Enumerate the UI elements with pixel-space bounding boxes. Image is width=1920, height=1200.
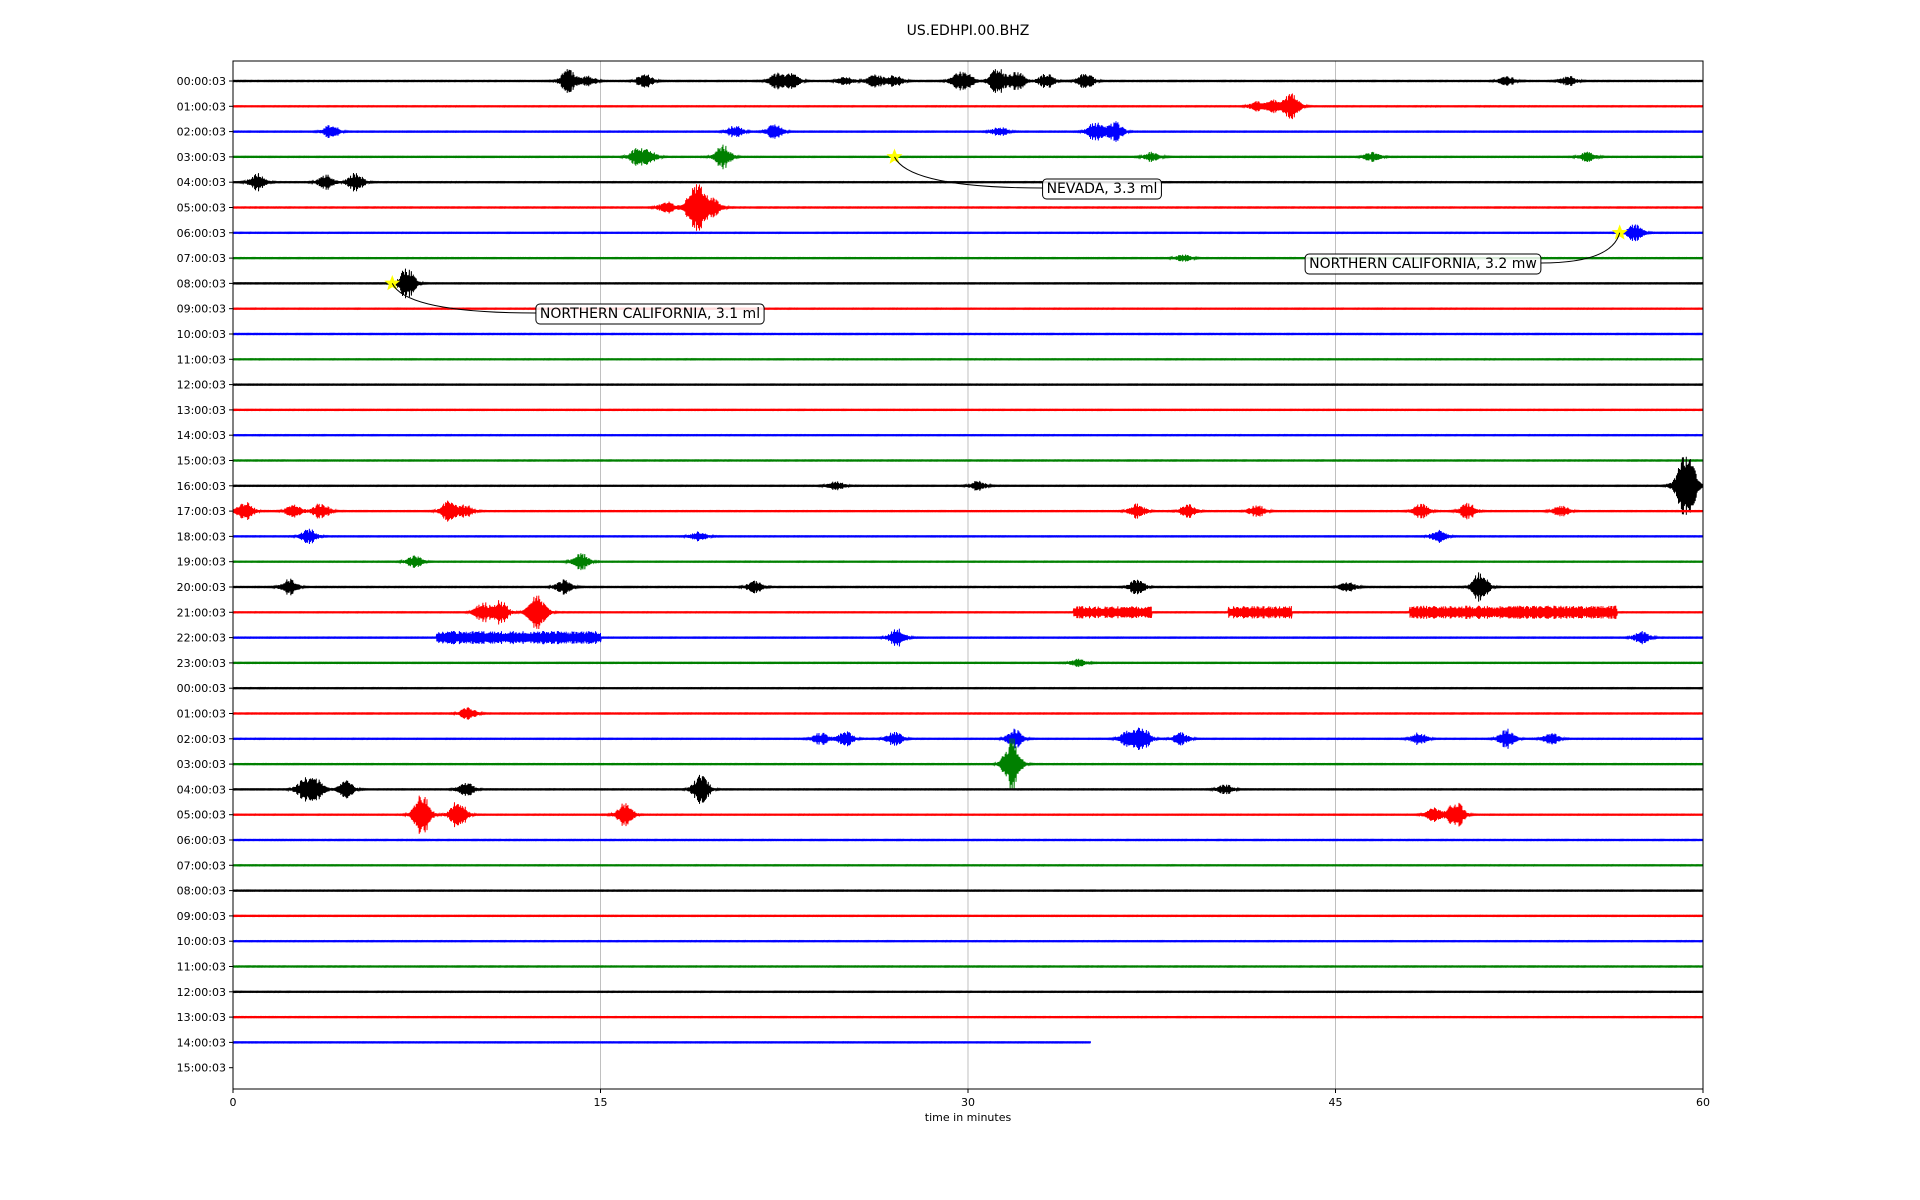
y-tick-label-30: 06:00:03 [177,834,226,847]
y-tick-label-32: 08:00:03 [177,885,226,898]
x-tick-label-60: 60 [1696,1096,1710,1109]
annotation-box-2 [535,303,765,325]
y-tick-label-15: 15:00:03 [177,455,226,468]
y-tick-label-14: 14:00:03 [177,429,226,442]
y-tick-label-2: 02:00:03 [177,126,226,139]
y-tick-label-16: 16:00:03 [177,480,226,493]
y-tick-label-38: 14:00:03 [177,1036,226,1049]
y-tick-label-18: 18:00:03 [177,530,226,543]
annotation-0: NEVADA, 3.3 ml [894,156,1162,200]
annotation-label-2: NORTHERN CALIFORNIA, 3.1 ml [540,306,760,322]
x-tick-label-0: 0 [230,1096,237,1109]
annotation-label-1: NORTHERN CALIFORNIA, 3.2 mw [1309,256,1537,272]
x-tick-label-45: 45 [1329,1096,1343,1109]
chart-title: US.EDHPI.00.BHZ [907,23,1030,39]
y-tick-label-11: 11:00:03 [177,353,226,366]
y-tick-label-28: 04:00:03 [177,783,226,796]
y-tick-label-33: 09:00:03 [177,910,226,923]
y-tick-label-31: 07:00:03 [177,859,226,872]
y-tick-label-19: 19:00:03 [177,556,226,569]
annotation-2: NORTHERN CALIFORNIA, 3.1 ml [391,283,765,325]
y-tick-label-9: 09:00:03 [177,303,226,316]
y-tick-label-20: 20:00:03 [177,581,226,594]
annotation-leader-0 [894,156,1043,189]
y-tick-label-13: 13:00:03 [177,404,226,417]
y-tick-label-3: 03:00:03 [177,151,226,164]
y-tick-label-1: 01:00:03 [177,100,226,113]
y-tick-label-24: 00:00:03 [177,682,226,695]
event-star-marker-2 [384,274,401,291]
event-star-marker-1 [1611,224,1628,240]
annotation-box-1 [1304,253,1542,275]
y-tick-label-23: 23:00:03 [177,657,226,670]
event-star-marker-0 [886,148,903,164]
y-tick-labels: 00:00:03 01:00:03 02:00:03 03:00:03 04:00:03… [177,75,233,1075]
y-tick-label-25: 01:00:03 [177,708,226,721]
annotations: NEVADA, 3.3 ml NORTHERN CALIFORNIA, 3.2 m… [391,156,1621,325]
y-tick-label-10: 10:00:03 [177,328,226,341]
y-tick-label-35: 11:00:03 [177,961,226,974]
annotation-1: NORTHERN CALIFORNIA, 3.2 mw [1304,232,1621,275]
x-tick-label-15: 15 [594,1096,608,1109]
y-tick-label-26: 02:00:03 [177,733,226,746]
annotation-leader-1 [1540,232,1621,264]
y-tick-label-29: 05:00:03 [177,809,226,822]
y-tick-label-36: 12:00:03 [177,986,226,999]
x-tick-label-30: 30 [961,1096,975,1109]
y-tick-label-4: 04:00:03 [177,176,226,189]
event-markers [384,148,1628,291]
y-tick-label-7: 07:00:03 [177,252,226,265]
y-tick-label-39: 15:00:03 [177,1062,226,1075]
y-tick-label-37: 13:00:03 [177,1011,226,1024]
y-tick-label-34: 10:00:03 [177,935,226,948]
y-tick-label-0: 00:00:03 [177,75,226,88]
traces [232,69,1704,1044]
y-tick-label-5: 05:00:03 [177,202,226,215]
y-tick-label-6: 06:00:03 [177,227,226,240]
y-tick-label-22: 22:00:03 [177,632,226,645]
y-tick-label-12: 12:00:03 [177,379,226,392]
annotation-leader-2 [391,283,536,314]
y-tick-label-8: 08:00:03 [177,277,226,290]
x-axis-label: time in minutes [925,1111,1012,1124]
annotation-label-0: NEVADA, 3.3 ml [1047,181,1158,197]
annotation-box-0 [1042,178,1162,200]
y-tick-label-21: 21:00:03 [177,606,226,619]
x-tick-labels: 0 15 30 45 60 [230,1089,1710,1109]
y-tick-label-17: 17:00:03 [177,505,226,518]
y-tick-label-27: 03:00:03 [177,758,226,771]
